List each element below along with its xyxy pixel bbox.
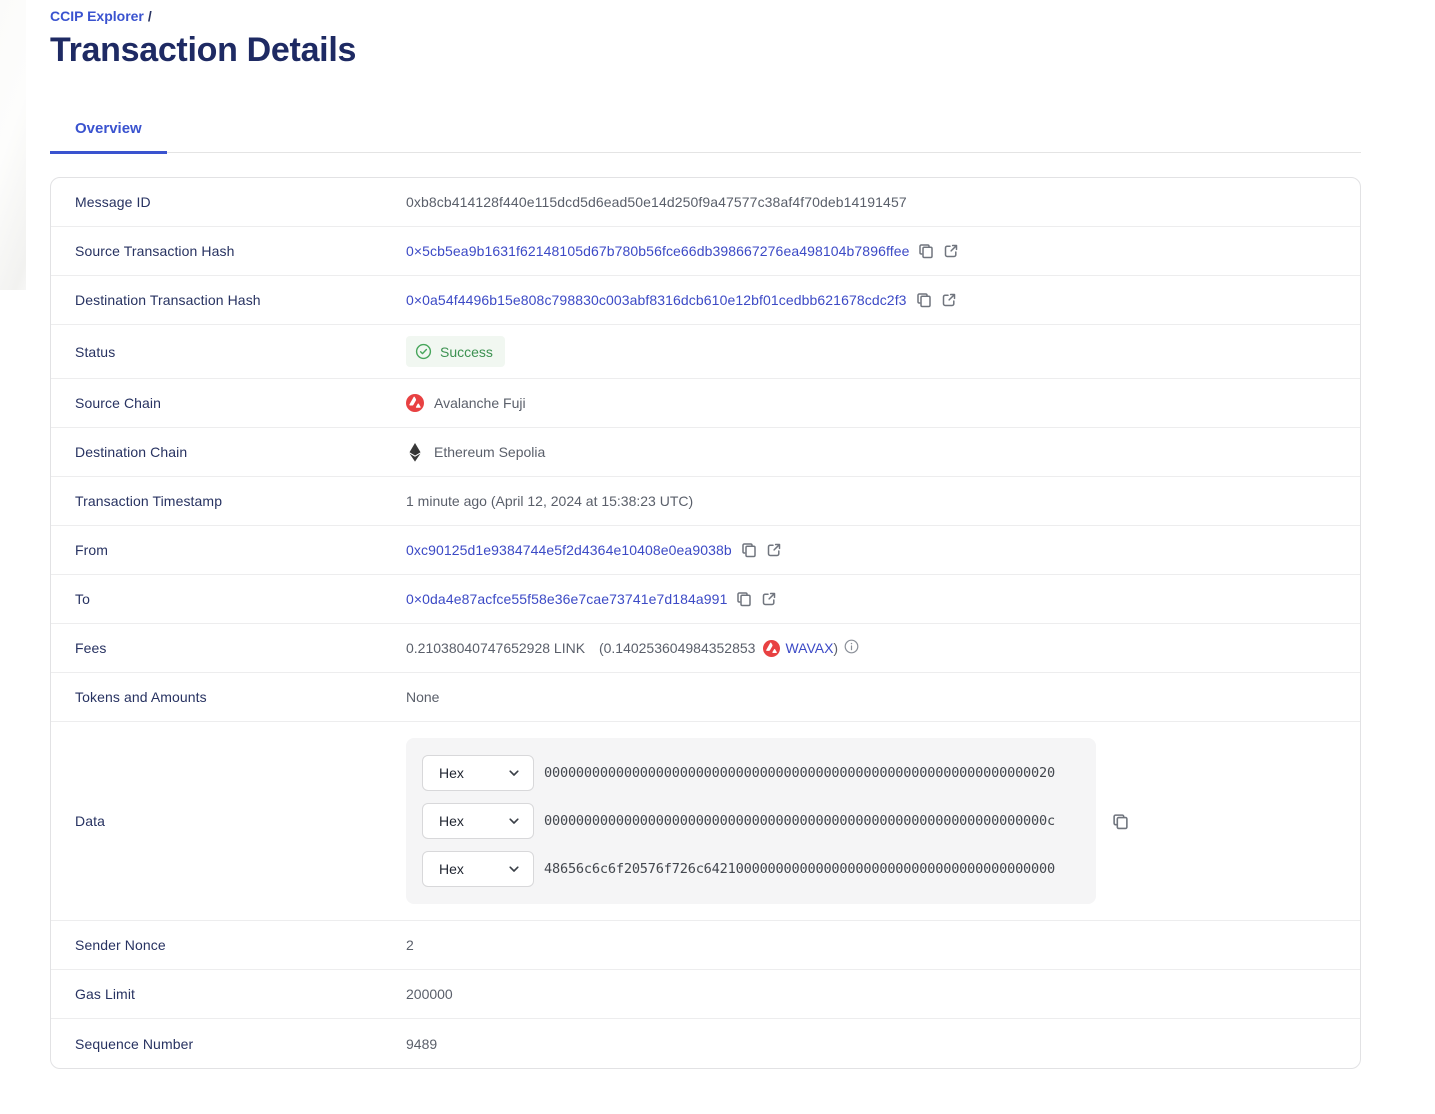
copy-icon: [736, 591, 752, 607]
table-row-sequence-number: Sequence Number 9489: [51, 1019, 1360, 1068]
timestamp-value: 1 minute ago (April 12, 2024 at 15:38:23…: [406, 493, 694, 509]
data-hex-line: Hex 48656c6c6f20576f726c6421000000000000…: [422, 851, 1080, 887]
transaction-details-card: Message ID 0xb8cb414128f440e115dcd5d6ead…: [50, 177, 1361, 1069]
data-hex-box: Hex 000000000000000000000000000000000000…: [406, 738, 1096, 904]
source-chain-name: Avalanche Fuji: [434, 395, 526, 411]
breadcrumb-link-ccip-explorer[interactable]: CCIP Explorer: [50, 8, 144, 24]
external-link-icon: [766, 542, 782, 558]
copy-button[interactable]: [736, 591, 752, 607]
row-label: Destination Chain: [75, 444, 188, 460]
hex-format-label: Hex: [439, 861, 464, 877]
copy-data-button[interactable]: [1112, 813, 1129, 830]
data-hex-line: Hex 000000000000000000000000000000000000…: [422, 755, 1080, 791]
table-row-destination-tx-hash: Destination Transaction Hash 0×0a54f4496…: [51, 276, 1360, 325]
row-label: Source Transaction Hash: [75, 243, 235, 259]
data-hex-line: Hex 000000000000000000000000000000000000…: [422, 803, 1080, 839]
tokens-and-amounts-value: None: [406, 689, 440, 705]
table-row-status: Status Success: [51, 325, 1360, 379]
external-link-button[interactable]: [761, 591, 777, 607]
page-title: Transaction Details: [50, 31, 357, 69]
hex-format-label: Hex: [439, 813, 464, 829]
row-label: Sender Nonce: [75, 937, 166, 953]
row-label: Fees: [75, 640, 107, 656]
status-badge: Success: [406, 336, 505, 367]
copy-icon: [1112, 813, 1129, 830]
message-id-value: 0xb8cb414128f440e115dcd5d6ead50e14d250f9…: [406, 194, 907, 210]
breadcrumb-separator: /: [147, 8, 152, 24]
copy-button[interactable]: [918, 243, 934, 259]
row-label: Sequence Number: [75, 1035, 194, 1052]
fee-token-link[interactable]: WAVAX: [785, 640, 834, 656]
avalanche-icon: [763, 639, 781, 657]
fees-info-button[interactable]: [844, 639, 859, 657]
data-hex-value: 0000000000000000000000000000000000000000…: [544, 813, 1055, 829]
page-edge-shadow: [0, 0, 26, 290]
avalanche-icon: [406, 394, 424, 412]
hex-format-select[interactable]: Hex: [422, 803, 534, 839]
table-row-destination-chain: Destination Chain Ethereum Sepolia: [51, 428, 1360, 477]
table-row-sender-nonce: Sender Nonce 2: [51, 921, 1360, 970]
sequence-number-value: 9489: [406, 1035, 438, 1052]
row-label: Transaction Timestamp: [75, 493, 223, 509]
external-link-button[interactable]: [766, 542, 782, 558]
check-circle-icon: [415, 343, 432, 360]
table-row-from: From 0xc90125d1e9384744e5f2d4364e10408e0…: [51, 526, 1360, 575]
tab-overview[interactable]: Overview: [50, 120, 167, 154]
copy-button[interactable]: [741, 542, 757, 558]
tab-bar: Overview: [50, 120, 1361, 154]
table-row-source-chain: Source Chain Avalanche Fuji: [51, 379, 1360, 428]
copy-button[interactable]: [916, 292, 932, 308]
external-link-icon: [941, 292, 957, 308]
copy-icon: [918, 243, 934, 259]
data-hex-value: 48656c6c6f20576f726c64210000000000000000…: [544, 861, 1055, 877]
fees-paren-close: ): [833, 640, 839, 656]
hex-format-select[interactable]: Hex: [422, 851, 534, 887]
external-link-button[interactable]: [941, 292, 957, 308]
table-row-fees: Fees 0.21038040747652928 LINK (0.1402536…: [51, 624, 1360, 673]
breadcrumb: CCIP Explorer /: [50, 8, 1361, 24]
chevron-down-icon: [507, 814, 521, 828]
chevron-down-icon: [507, 862, 521, 876]
from-address-link[interactable]: 0xc90125d1e9384744e5f2d4364e10408e0ea903…: [406, 542, 732, 558]
external-link-icon: [761, 591, 777, 607]
gas-limit-value: 200000: [406, 986, 453, 1002]
hex-format-label: Hex: [439, 765, 464, 781]
fees-converted-amount: (0.140253604984352853: [598, 640, 756, 656]
source-tx-hash-link[interactable]: 0×5cb5ea9b1631f62148105d67b780b56fce66db…: [406, 243, 910, 259]
external-link-button[interactable]: [943, 243, 959, 259]
destination-tx-hash-link[interactable]: 0×0a54f4496b15e808c798830c003abf8316dcb6…: [406, 292, 907, 308]
destination-chain-name: Ethereum Sepolia: [434, 444, 546, 460]
table-row-source-tx-hash: Source Transaction Hash 0×5cb5ea9b1631f6…: [51, 227, 1360, 276]
row-label: Gas Limit: [75, 986, 136, 1002]
copy-icon: [916, 292, 932, 308]
row-label: Status: [75, 343, 116, 360]
table-row-to: To 0×0da4e87acfce55f58e36e7cae73741e7d18…: [51, 575, 1360, 624]
row-label: From: [75, 542, 109, 558]
table-row-data: Data Hex 0000000000000000000000000000000…: [51, 722, 1360, 921]
table-row-gas-limit: Gas Limit 200000: [51, 970, 1360, 1019]
row-label: Data: [75, 813, 105, 829]
fees-amount: 0.21038040747652928 LINK: [406, 640, 586, 656]
row-label: Source Chain: [75, 395, 162, 411]
status-text: Success: [440, 343, 493, 360]
data-hex-value: 0000000000000000000000000000000000000000…: [544, 765, 1055, 781]
sender-nonce-value: 2: [406, 937, 414, 953]
info-icon: [844, 639, 859, 657]
row-label: Message ID: [75, 194, 151, 210]
chevron-down-icon: [507, 766, 521, 780]
row-label: Tokens and Amounts: [75, 689, 207, 705]
copy-icon: [741, 542, 757, 558]
table-row-timestamp: Transaction Timestamp 1 minute ago (Apri…: [51, 477, 1360, 526]
external-link-icon: [943, 243, 959, 259]
ethereum-icon: [406, 442, 424, 462]
to-address-link[interactable]: 0×0da4e87acfce55f58e36e7cae73741e7d184a9…: [406, 591, 728, 607]
main-content: CCIP Explorer / Transaction Details Overv…: [50, 8, 1361, 1069]
hex-format-select[interactable]: Hex: [422, 755, 534, 791]
table-row-tokens-and-amounts: Tokens and Amounts None: [51, 673, 1360, 722]
row-label: Destination Transaction Hash: [75, 292, 261, 308]
table-row-message-id: Message ID 0xb8cb414128f440e115dcd5d6ead…: [51, 178, 1360, 227]
row-label: To: [75, 591, 90, 607]
